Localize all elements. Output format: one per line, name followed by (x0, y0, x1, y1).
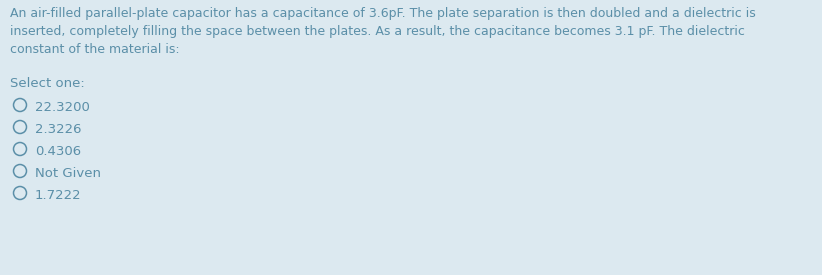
Text: 1.7222: 1.7222 (35, 189, 81, 202)
Text: An air-filled parallel-plate capacitor has a capacitance of 3.6pF. The plate sep: An air-filled parallel-plate capacitor h… (10, 7, 755, 20)
Text: inserted, completely filling the space between the plates. As a result, the capa: inserted, completely filling the space b… (10, 25, 745, 38)
Text: Select one:: Select one: (10, 77, 85, 90)
Text: Not Given: Not Given (35, 167, 101, 180)
Text: 2.3226: 2.3226 (35, 123, 81, 136)
Text: constant of the material is:: constant of the material is: (10, 43, 180, 56)
Text: 22.3200: 22.3200 (35, 101, 90, 114)
Text: 0.4306: 0.4306 (35, 145, 81, 158)
